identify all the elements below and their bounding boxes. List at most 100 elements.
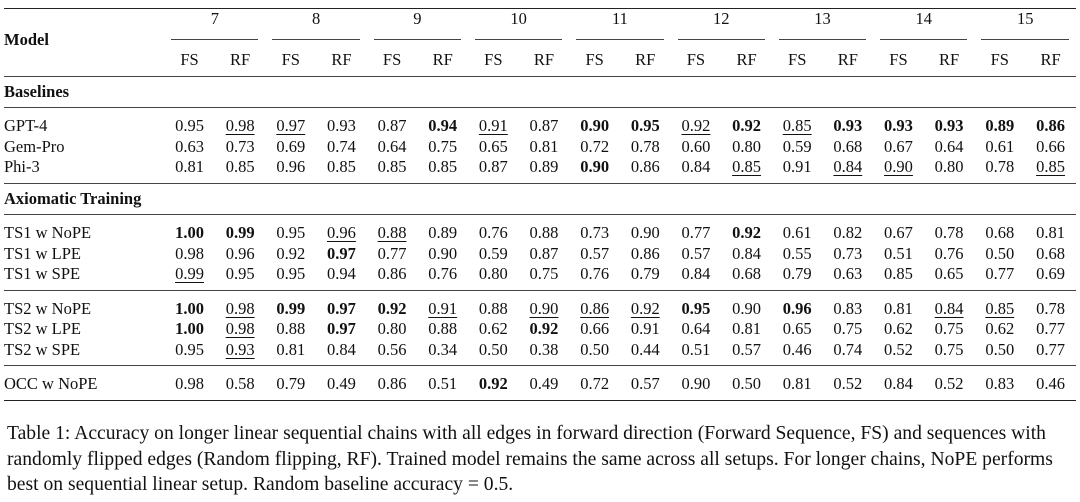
table-cell-value: 0.86 (580, 298, 610, 318)
table-cell-value: 0.83 (833, 298, 863, 318)
row-model-name: TS1 w LPE (4, 243, 82, 263)
table-cell-value: 0.90 (529, 298, 559, 318)
table-row: Phi-3 0.81 0.85 0.96 0.85 0.85 0.85 0.87 0.89 0.9… (4, 157, 1076, 178)
table-cell-value: 0.88 (276, 319, 306, 338)
table-cell-value: 0.81 (529, 136, 559, 156)
row-model-name: Phi-3 (4, 157, 40, 176)
spacer-row (4, 108, 1076, 116)
column-header-length: 11 (612, 9, 628, 28)
table-cell-value: 0.75 (934, 319, 964, 338)
length-group-rule (475, 39, 563, 41)
table-cell-value: 0.87 (529, 243, 559, 263)
table-cell-value: 0.78 (1036, 298, 1065, 318)
row-model-name: TS2 w NoPE (4, 298, 92, 318)
table-cell-value: 0.69 (1036, 264, 1065, 283)
table-cell-value: 0.44 (630, 339, 660, 359)
table-cell-value: 0.92 (732, 223, 761, 242)
column-header-length: 12 (712, 9, 730, 28)
length-group-rule (373, 39, 462, 41)
table-cell-value: 0.34 (428, 339, 458, 359)
table-cell-value: 0.96 (225, 243, 255, 263)
table-cell-value: 0.90 (428, 243, 458, 263)
table-cell-value: 0.93 (225, 339, 255, 359)
table-cell-value: 0.78 (630, 136, 660, 156)
column-header-rf: RF (331, 50, 352, 69)
table-cell-value: 0.98 (175, 374, 204, 393)
table-cell-value: 0.59 (782, 136, 812, 156)
bottom-rule (4, 399, 1076, 401)
length-group-rule (880, 39, 968, 41)
table-row: TS2 w LPE 1.00 0.98 0.88 0.97 0.80 0.88 0.62 0.9… (4, 319, 1076, 340)
top-rule (4, 8, 1076, 9)
group-rule (4, 365, 1076, 366)
length-group-rule (272, 39, 360, 41)
table-cell-value: 0.84 (884, 374, 913, 393)
table-cell-value: 0.93 (884, 116, 913, 135)
table-cell-value: 0.84 (681, 264, 711, 283)
table-cell-value: 0.62 (884, 319, 913, 338)
table-cell-value: 0.85 (782, 116, 812, 135)
table-cell-value: 0.81 (782, 374, 812, 393)
table-cell-value: 0.91 (782, 157, 812, 176)
table-cell-value: 0.85 (377, 157, 407, 176)
table-cell-value: 0.97 (326, 319, 356, 338)
table-cell-value: 0.95 (276, 264, 306, 283)
table-cell-value: 0.64 (681, 319, 711, 338)
table-cell-value: 0.63 (175, 136, 204, 156)
column-header-fs: FS (382, 50, 402, 69)
table-cell-value: 0.77 (1036, 319, 1065, 338)
table-cell-value: 0.92 (529, 319, 559, 338)
column-header-model: Model (4, 29, 49, 49)
table-row: TS1 w SPE 0.99 0.95 0.95 0.94 0.86 0.76 0.80 0.7… (4, 264, 1076, 285)
table-cell-value: 0.99 (175, 264, 204, 283)
length-group-rule (171, 39, 259, 41)
table-cell-value: 0.93 (934, 116, 964, 135)
table-cell-value: 0.86 (630, 157, 660, 176)
table-cell-value: 0.67 (884, 223, 913, 242)
table-cell-value: 0.80 (478, 264, 508, 283)
table-cell-value: 0.99 (225, 223, 255, 242)
row-model-name: TS1 w SPE (4, 264, 81, 283)
table-cell-value: 0.77 (377, 243, 407, 263)
section-rule (4, 182, 1076, 184)
table-cell-value: 0.68 (833, 136, 863, 156)
table-cell-value: 0.93 (326, 116, 356, 135)
table-cell-value: 0.69 (276, 136, 306, 156)
header-rules-row (4, 30, 1076, 51)
table-cell-value: 0.92 (377, 298, 407, 318)
table-row: TS1 w NoPE 1.00 0.99 0.95 0.96 0.88 0.89 0.76 0.… (4, 223, 1076, 244)
row-model-name: GPT-4 (4, 116, 48, 135)
table-cell-value: 0.56 (377, 339, 407, 359)
length-group-rule (576, 39, 664, 41)
table-cell-value: 1.00 (175, 298, 204, 318)
table-cell-value: 0.90 (580, 116, 610, 135)
table-cell-value: 0.88 (428, 319, 458, 338)
table-row: GPT-4 0.95 0.98 0.97 0.93 0.87 0.94 0.91 0.87 0.9… (4, 116, 1076, 137)
table-cell-value: 0.81 (1036, 223, 1065, 242)
table-cell-value: 0.95 (225, 264, 255, 283)
table-cell-value: 0.85 (1036, 157, 1065, 176)
table-cell-value: 0.68 (985, 223, 1015, 242)
table-cell-value: 0.61 (985, 136, 1015, 156)
table-cell-value: 0.95 (276, 223, 306, 242)
table-cell-value: 0.81 (175, 157, 204, 176)
table-cell-value: 0.51 (428, 374, 458, 393)
results-table: Model 7 8 9 10 11 12 13 14 15 FS RF FS RF FS RF FS RF FS RF… (4, 8, 1076, 401)
table-cell-value: 0.65 (478, 136, 508, 156)
caption-text: Accuracy on longer linear sequential cha… (7, 423, 1053, 495)
table-cell-value: 0.75 (833, 319, 863, 338)
table-cell-value: 0.77 (681, 223, 711, 242)
column-header-rf: RF (837, 50, 858, 69)
table-cell-value: 0.50 (732, 374, 761, 393)
column-header-rf: RF (635, 50, 656, 69)
table-cell-value: 0.92 (732, 116, 761, 135)
column-header-length: 7 (210, 9, 219, 28)
table-cell-value: 0.73 (580, 223, 610, 242)
table-cell-value: 0.88 (377, 223, 407, 242)
table-cell-value: 0.86 (630, 243, 660, 263)
table-cell-value: 0.75 (934, 339, 964, 359)
section-title: Baselines (4, 81, 70, 101)
table-cell-value: 0.89 (428, 223, 458, 242)
spacer-row (4, 215, 1076, 223)
table-cell-value: 0.82 (833, 223, 863, 242)
